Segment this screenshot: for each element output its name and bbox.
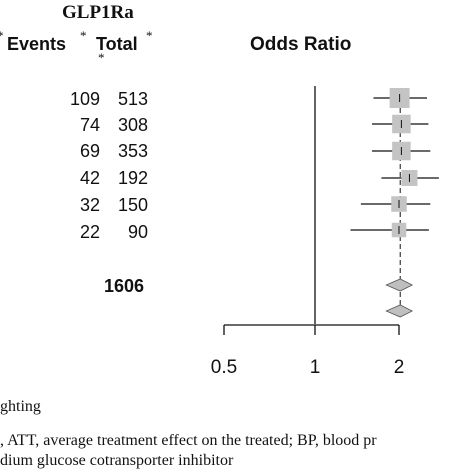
total-cell: 353 bbox=[117, 141, 148, 161]
footnote-line: ghting bbox=[0, 398, 41, 415]
footnote-star: * bbox=[146, 28, 153, 43]
events-cell: 74 bbox=[79, 115, 100, 135]
total-column-header: Total bbox=[96, 34, 138, 54]
events-cell: 22 bbox=[79, 222, 100, 242]
total-cell: 90 bbox=[127, 222, 148, 242]
pooled-diamond bbox=[385, 304, 414, 318]
x-tick-label: 0.5 bbox=[211, 357, 237, 378]
total-cell: 150 bbox=[117, 195, 148, 215]
total-cell: 308 bbox=[117, 115, 148, 135]
events-column-header: Events bbox=[7, 34, 67, 54]
x-tick-label: 2 bbox=[394, 357, 405, 378]
events-cell: 42 bbox=[79, 168, 100, 188]
x-tick-label: 1 bbox=[310, 357, 321, 378]
events-cell: 69 bbox=[79, 141, 100, 161]
footnote-line: , ATT, average treatment effect on the t… bbox=[0, 432, 377, 449]
total-cell: 513 bbox=[117, 89, 148, 109]
total-events: 1606 bbox=[103, 276, 144, 296]
events-cell: 32 bbox=[79, 195, 100, 215]
footnote-star: * bbox=[98, 50, 105, 65]
pooled-diamond bbox=[385, 278, 414, 292]
footnote-star: * bbox=[0, 28, 4, 44]
odds-ratio-header: Odds Ratio bbox=[250, 34, 352, 55]
events-cell: 109 bbox=[69, 89, 100, 109]
total-cell: 192 bbox=[117, 168, 148, 188]
footnote-star: * bbox=[80, 28, 87, 43]
footnote-line: dium glucose cotransporter inhibitor bbox=[0, 452, 234, 469]
group-title: GLP1Ra bbox=[62, 2, 134, 23]
